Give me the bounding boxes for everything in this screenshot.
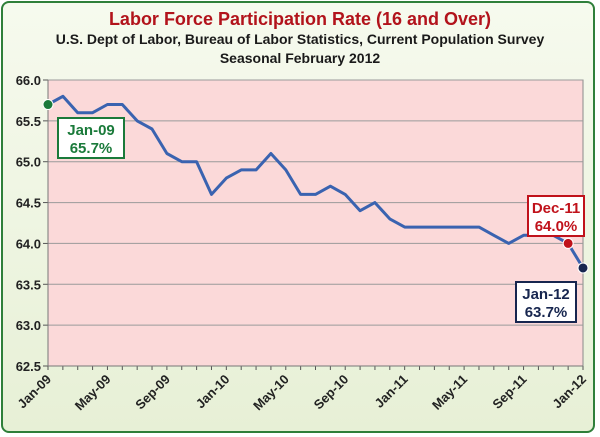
y-tick-label: 64.0 bbox=[16, 236, 41, 251]
x-tick-label: May-09 bbox=[72, 372, 114, 414]
y-tick-label: 64.5 bbox=[16, 196, 41, 211]
y-tick-label: 65.0 bbox=[16, 155, 41, 170]
data-marker bbox=[577, 262, 589, 274]
y-tick-label: 65.5 bbox=[16, 114, 41, 129]
callout-label: Jan-09 bbox=[67, 122, 115, 139]
chart-subtitle-2: Seasonal February 2012 bbox=[219, 50, 381, 66]
x-tick-label: Jan-10 bbox=[193, 372, 233, 412]
x-tick-label: Jan-09 bbox=[14, 372, 54, 412]
y-tick-label: 66.0 bbox=[16, 73, 41, 88]
x-tick-label: May-11 bbox=[429, 372, 470, 413]
x-tick-label: Sep-10 bbox=[311, 372, 352, 413]
callout-value: 63.7% bbox=[525, 304, 568, 321]
callout-value: 65.7% bbox=[70, 140, 113, 157]
data-marker bbox=[562, 237, 574, 249]
x-tick-label: Jan-12 bbox=[549, 372, 589, 412]
callout-label: Dec-11 bbox=[532, 200, 580, 217]
plot-area bbox=[47, 79, 584, 367]
x-tick-label: Jan-11 bbox=[372, 372, 411, 411]
callout-box bbox=[515, 281, 577, 323]
x-tick-label: Sep-09 bbox=[132, 372, 173, 413]
y-tick-label: 63.0 bbox=[16, 318, 41, 333]
x-tick-label: May-10 bbox=[250, 372, 292, 414]
chart-title: Labor Force Participation Rate (16 and O… bbox=[108, 9, 492, 29]
y-tick-label: 62.5 bbox=[16, 359, 41, 374]
y-tick-label: 63.5 bbox=[16, 277, 41, 292]
callout-value: 64.0% bbox=[535, 218, 578, 235]
data-marker bbox=[42, 99, 54, 111]
chart-subtitle: U.S. Dept of Labor, Bureau of Labor Stat… bbox=[55, 31, 545, 47]
series-line bbox=[47, 94, 585, 269]
callout-label: Jan-12 bbox=[522, 286, 570, 303]
x-tick-label: Sep-11 bbox=[489, 372, 529, 412]
callout-box bbox=[527, 195, 585, 237]
callout-box bbox=[57, 117, 125, 159]
